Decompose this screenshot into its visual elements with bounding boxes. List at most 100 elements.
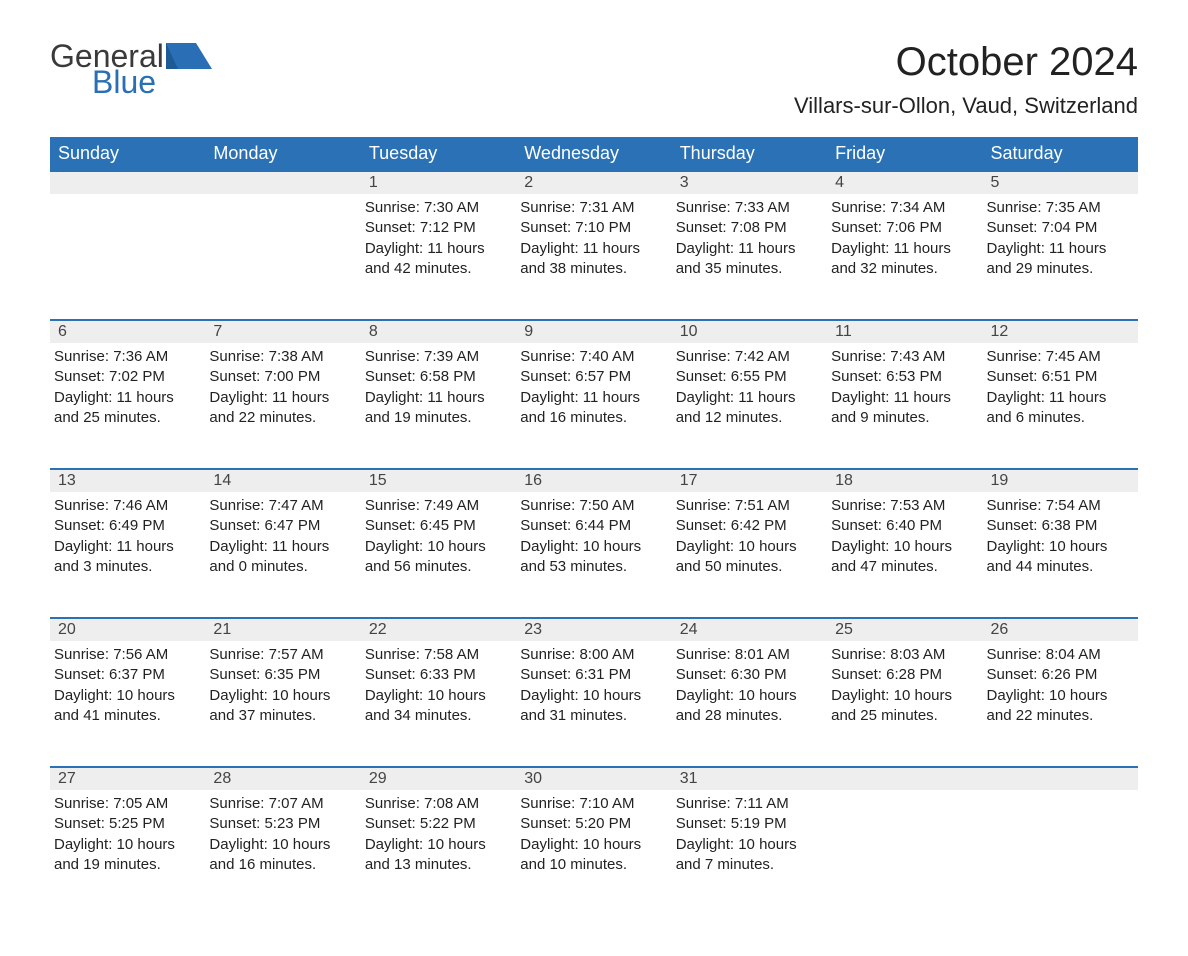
- sunset-line: Sunset: 7:08 PM: [672, 218, 827, 238]
- weekday-header: Sunday: [50, 137, 205, 171]
- daylight-line: Daylight: 11 hours and 3 minutes.: [50, 537, 205, 578]
- sunrise-line: Sunrise: 7:30 AM: [361, 198, 516, 218]
- daylight-line: Daylight: 10 hours and 47 minutes.: [827, 537, 982, 578]
- sunrise-line: Sunrise: 7:40 AM: [516, 347, 671, 367]
- sunrise-line: Sunrise: 7:35 AM: [983, 198, 1138, 218]
- daylight-line: Daylight: 11 hours and 42 minutes.: [361, 239, 516, 280]
- sunset-line: Sunset: 6:35 PM: [205, 665, 360, 685]
- sunrise-line: Sunrise: 8:04 AM: [983, 645, 1138, 665]
- daylight-line: Daylight: 10 hours and 41 minutes.: [50, 686, 205, 727]
- day-content-cell: Sunrise: 7:42 AMSunset: 6:55 PMDaylight:…: [672, 343, 827, 469]
- day-number-cell: 18: [827, 469, 982, 492]
- daylight-line: Daylight: 11 hours and 29 minutes.: [983, 239, 1138, 280]
- day-content-cell: Sunrise: 7:08 AMSunset: 5:22 PMDaylight:…: [361, 790, 516, 916]
- sunrise-line: Sunrise: 7:39 AM: [361, 347, 516, 367]
- daylight-line: Daylight: 11 hours and 35 minutes.: [672, 239, 827, 280]
- sunset-line: Sunset: 6:53 PM: [827, 367, 982, 387]
- sunset-line: Sunset: 7:04 PM: [983, 218, 1138, 238]
- weekday-header: Friday: [827, 137, 982, 171]
- day-content-cell: Sunrise: 7:46 AMSunset: 6:49 PMDaylight:…: [50, 492, 205, 618]
- sunrise-line: Sunrise: 7:54 AM: [983, 496, 1138, 516]
- day-content-cell: [50, 194, 205, 320]
- sunrise-line: Sunrise: 7:51 AM: [672, 496, 827, 516]
- day-content-cell: Sunrise: 7:38 AMSunset: 7:00 PMDaylight:…: [205, 343, 360, 469]
- day-content-cell: [205, 194, 360, 320]
- sunrise-line: Sunrise: 7:42 AM: [672, 347, 827, 367]
- day-content-cell: Sunrise: 7:31 AMSunset: 7:10 PMDaylight:…: [516, 194, 671, 320]
- sunset-line: Sunset: 6:45 PM: [361, 516, 516, 536]
- sunset-line: Sunset: 6:31 PM: [516, 665, 671, 685]
- daylight-line: Daylight: 11 hours and 38 minutes.: [516, 239, 671, 280]
- day-number-cell: 7: [205, 320, 360, 343]
- sunset-line: Sunset: 7:10 PM: [516, 218, 671, 238]
- daylight-line: Daylight: 11 hours and 16 minutes.: [516, 388, 671, 429]
- day-number-cell: 22: [361, 618, 516, 641]
- day-content-row: Sunrise: 7:05 AMSunset: 5:25 PM Daylight:…: [50, 790, 1138, 916]
- day-number-cell: 23: [516, 618, 671, 641]
- day-number-row: 12345: [50, 171, 1138, 194]
- sunrise-line: Sunrise: 7:10 AM: [516, 794, 671, 814]
- daylight-line: Daylight: 10 hours and 44 minutes.: [983, 537, 1138, 578]
- sunset-line: Sunset: 6:42 PM: [672, 516, 827, 536]
- weekday-header: Thursday: [672, 137, 827, 171]
- day-content-cell: Sunrise: 7:36 AMSunset: 7:02 PMDaylight:…: [50, 343, 205, 469]
- day-number-cell: [827, 767, 982, 790]
- day-number-cell: [205, 171, 360, 194]
- day-number-cell: 15: [361, 469, 516, 492]
- sunset-line: Sunset: 7:12 PM: [361, 218, 516, 238]
- day-content-cell: Sunrise: 7:39 AMSunset: 6:58 PMDaylight:…: [361, 343, 516, 469]
- sunrise-line: Sunrise: 7:08 AM: [361, 794, 516, 814]
- sunrise-line: Sunrise: 7:05 AM: [50, 794, 205, 814]
- sunrise-line: Sunrise: 8:01 AM: [672, 645, 827, 665]
- sunrise-line: Sunrise: 7:53 AM: [827, 496, 982, 516]
- daylight-line: Daylight: 11 hours and 22 minutes.: [205, 388, 360, 429]
- sunrise-line: Sunrise: 8:03 AM: [827, 645, 982, 665]
- daylight-line: Daylight: 11 hours and 9 minutes.: [827, 388, 982, 429]
- day-content-cell: Sunrise: 7:07 AMSunset: 5:23 PMDaylight:…: [205, 790, 360, 916]
- sunset-line: Sunset: 6:38 PM: [983, 516, 1138, 536]
- day-content-cell: Sunrise: 7:57 AMSunset: 6:35 PMDaylight:…: [205, 641, 360, 767]
- day-number-cell: 6: [50, 320, 205, 343]
- day-content-cell: Sunrise: 7:53 AMSunset: 6:40 PMDaylight:…: [827, 492, 982, 618]
- day-content-cell: Sunrise: 7:11 AMSunset: 5:19 PMDaylight:…: [672, 790, 827, 916]
- day-content-cell: Sunrise: 7:54 AMSunset: 6:38 PMDaylight:…: [983, 492, 1138, 618]
- daylight-line: Daylight: 11 hours and 12 minutes.: [672, 388, 827, 429]
- sunrise-line: Sunrise: 7:11 AM: [672, 794, 827, 814]
- sunset-line: Sunset: 5:25 PM: [50, 814, 205, 834]
- day-number-cell: 17: [672, 469, 827, 492]
- day-number-cell: 13: [50, 469, 205, 492]
- day-content-cell: Sunrise: 7:40 AMSunset: 6:57 PMDaylight:…: [516, 343, 671, 469]
- daylight-line: Daylight: 10 hours and 7 minutes.: [672, 835, 827, 876]
- sunset-line: Sunset: 6:49 PM: [50, 516, 205, 536]
- location-subtitle: Villars-sur-Ollon, Vaud, Switzerland: [794, 93, 1138, 119]
- daylight-line: Daylight: 10 hours and 22 minutes.: [983, 686, 1138, 727]
- day-content-cell: Sunrise: 7:51 AMSunset: 6:42 PMDaylight:…: [672, 492, 827, 618]
- sunset-line: Sunset: 6:30 PM: [672, 665, 827, 685]
- day-content-row: Sunrise: 7:56 AMSunset: 6:37 PMDaylight:…: [50, 641, 1138, 767]
- day-content-cell: Sunrise: 8:01 AMSunset: 6:30 PMDaylight:…: [672, 641, 827, 767]
- sunset-line: Sunset: 6:33 PM: [361, 665, 516, 685]
- daylight-line: Daylight: 10 hours and 10 minutes.: [516, 835, 671, 876]
- weekday-header: Wednesday: [516, 137, 671, 171]
- day-number-cell: [983, 767, 1138, 790]
- day-number-cell: 24: [672, 618, 827, 641]
- daylight-line: Daylight: 10 hours and 37 minutes.: [205, 686, 360, 727]
- sunset-line: Sunset: 7:02 PM: [50, 367, 205, 387]
- day-content-row: Sunrise: 7:30 AMSunset: 7:12 PMDaylight:…: [50, 194, 1138, 320]
- day-number-cell: 30: [516, 767, 671, 790]
- day-content-cell: Sunrise: 7:35 AMSunset: 7:04 PMDaylight:…: [983, 194, 1138, 320]
- sunset-line: Sunset: 7:00 PM: [205, 367, 360, 387]
- day-number-cell: 26: [983, 618, 1138, 641]
- daylight-line: Daylight: 10 hours and 13 minutes.: [361, 835, 516, 876]
- day-content-cell: Sunrise: 7:43 AMSunset: 6:53 PMDaylight:…: [827, 343, 982, 469]
- sunrise-line: Sunrise: 7:07 AM: [205, 794, 360, 814]
- day-number-cell: 8: [361, 320, 516, 343]
- sunrise-line: Sunrise: 7:33 AM: [672, 198, 827, 218]
- sunrise-line: Sunrise: 7:57 AM: [205, 645, 360, 665]
- sunrise-line: Sunrise: 7:34 AM: [827, 198, 982, 218]
- sunset-line: Sunset: 6:55 PM: [672, 367, 827, 387]
- day-number-row: 6789101112: [50, 320, 1138, 343]
- sunset-line: Sunset: 6:40 PM: [827, 516, 982, 536]
- daylight-line: Daylight: 10 hours and 56 minutes.: [361, 537, 516, 578]
- day-content-cell: Sunrise: 7:30 AMSunset: 7:12 PMDaylight:…: [361, 194, 516, 320]
